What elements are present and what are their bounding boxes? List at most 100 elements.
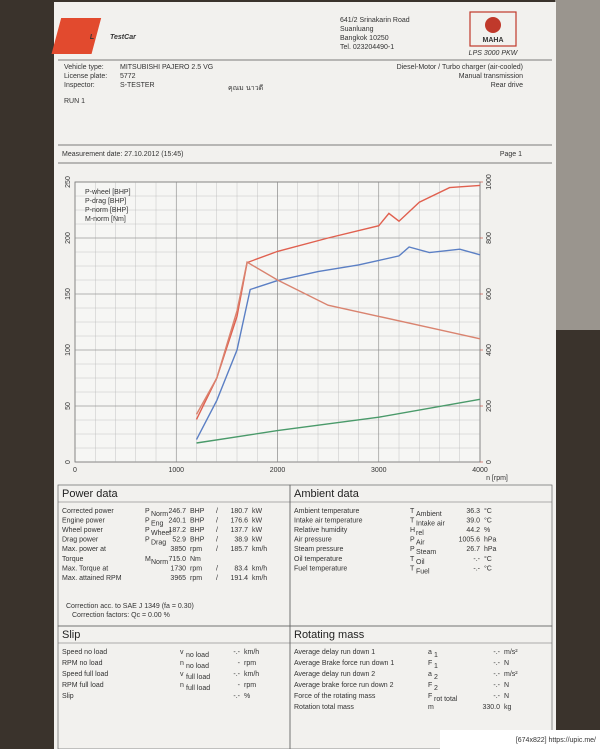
row-symbol: M	[145, 556, 151, 563]
row-symbol: P	[410, 537, 415, 544]
row-symbol: a	[428, 671, 432, 678]
row-subscript: Norm	[151, 511, 168, 518]
row-label: RPM full load	[62, 682, 104, 689]
power-note: Correction acc. to SAE J 1349 (fa = 0.30…	[66, 603, 194, 610]
row-value: 1005.6	[459, 537, 481, 544]
row-unit: km/h	[252, 575, 267, 582]
row-value: 715.0	[168, 556, 186, 563]
y2-tick-label: 800	[486, 232, 493, 244]
row-label: Corrected power	[62, 508, 114, 515]
row-subscript: Wheel	[151, 530, 171, 537]
row-value: -.-	[233, 693, 240, 700]
power-note: Correction factors: Qc = 0.00 %	[72, 612, 170, 619]
section-box	[289, 625, 553, 749]
row-value: -	[238, 660, 241, 667]
row-unit: kW	[252, 517, 263, 524]
row-subscript: 2	[434, 674, 438, 681]
row-subscript: Intake air	[416, 520, 445, 527]
row-label: RPM no load	[62, 660, 103, 667]
row-unit: °C	[484, 507, 492, 515]
brand-model: LPS 3000 PKW	[469, 50, 519, 57]
page-number: Page 1	[500, 151, 522, 158]
row-symbol: F	[428, 682, 432, 689]
row-label: Slip	[62, 693, 74, 700]
y-tick-label: 50	[65, 402, 72, 410]
brand-icon	[485, 17, 501, 33]
row-unit: BHP	[190, 508, 205, 515]
row-subscript: Drag	[151, 540, 166, 547]
row-label: Force of the rotating mass	[294, 693, 376, 700]
row-value: 1730	[170, 565, 186, 572]
row-value: 3965	[170, 575, 186, 582]
row-separator: /	[216, 546, 218, 553]
row-unit: N	[504, 682, 509, 689]
row-unit: Nm	[190, 556, 201, 563]
row-value: 180.7	[230, 508, 248, 515]
row-separator: /	[216, 517, 218, 524]
y2-tick-label: 400	[486, 344, 493, 356]
row-value: 26.7	[466, 546, 480, 553]
row-value: 44.2	[466, 527, 480, 534]
row-unit: hPa	[484, 537, 497, 544]
y2-tick-label: 600	[486, 288, 493, 300]
y-tick-label: 200	[65, 232, 72, 244]
row-unit: %	[244, 693, 250, 700]
row-label: Intake air temperature	[294, 517, 363, 524]
row-value: 52.9	[172, 537, 186, 544]
row-symbol: a	[428, 649, 432, 656]
vehicle-label: License plate:	[64, 73, 107, 80]
row-value: 137.7	[230, 527, 248, 534]
row-label: Ambient temperature	[294, 508, 359, 515]
row-symbol: P	[145, 508, 150, 515]
row-value: -.-	[493, 693, 500, 700]
vehicle-value: MITSUBISHI PAJERO 2.5 VG	[120, 64, 213, 71]
row-subscript: 1	[434, 663, 438, 670]
x-tick-label: 0	[73, 467, 77, 474]
row-symbol: v	[180, 671, 184, 678]
footer-bg	[440, 730, 600, 749]
y-tick-label: 150	[65, 288, 72, 300]
section-title: Ambient data	[294, 488, 360, 500]
row-symbol: P	[410, 546, 415, 553]
row-unit: kg	[504, 704, 512, 711]
row-unit: hPa	[484, 546, 497, 553]
section-title: Slip	[62, 629, 80, 641]
row-value: 185.7	[230, 546, 248, 553]
address-line: Suanluang	[340, 26, 374, 33]
row-value: -.-	[493, 682, 500, 689]
row-label: Speed full load	[62, 671, 108, 678]
row-subscript: 1	[434, 652, 438, 659]
row-value: -.-	[493, 649, 500, 656]
row-symbol: m	[428, 704, 434, 711]
row-label: Air pressure	[294, 537, 332, 544]
brand: MAHA	[483, 37, 504, 44]
row-unit: °C	[484, 564, 492, 572]
row-label: Max. power at	[62, 546, 106, 553]
row-subscript: Steam	[416, 549, 436, 556]
row-subscript: Norm	[151, 559, 168, 566]
vehicle-label: Vehicle type:	[64, 64, 104, 71]
row-value: -.-	[233, 671, 240, 678]
row-label: Max. attained RPM	[62, 575, 122, 582]
row-unit: km/h	[244, 649, 259, 656]
vehicle-label: Inspector:	[64, 82, 95, 89]
x-tick-label: 2000	[270, 467, 286, 474]
row-value: 39.0	[466, 517, 480, 524]
row-unit: BHP	[190, 517, 205, 524]
vehicle-spec: Diesel-Motor / Turbo charger (air-cooled…	[397, 64, 523, 71]
row-label: Average Brake force run down 1	[294, 660, 394, 667]
series-line	[195, 246, 481, 440]
row-unit: N	[504, 693, 509, 700]
row-symbol: T	[410, 556, 415, 563]
row-unit: kW	[252, 527, 263, 534]
row-label: Average delay run down 2	[294, 671, 375, 678]
row-subscript: Oil	[416, 559, 425, 566]
row-subscript: full load	[186, 685, 210, 692]
row-unit: BHP	[190, 537, 205, 544]
section-title: Rotating mass	[294, 629, 365, 641]
row-symbol: n	[180, 660, 184, 667]
row-subscript: rel	[416, 530, 424, 537]
address-line: 641/2 Srinakarin Road	[340, 17, 410, 24]
row-symbol: P	[145, 537, 150, 544]
